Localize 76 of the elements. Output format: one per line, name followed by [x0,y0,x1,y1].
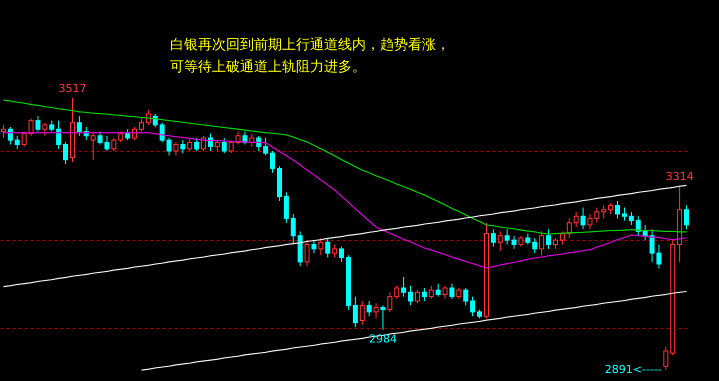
candlestick [187,137,192,152]
candlestick [201,135,206,152]
candlestick [560,230,565,245]
candlestick [422,287,427,302]
candlestick [222,137,227,154]
candlestick [325,237,330,258]
candlestick [504,228,510,245]
candlestick [180,140,186,154]
candlestick [22,130,27,148]
candlestick [318,237,324,256]
candlestick [650,228,655,262]
candlestick [42,122,48,136]
candlestick [414,290,420,304]
candlestick [125,128,130,141]
candlestick [512,235,517,250]
candlestick [311,240,316,254]
candlestick [166,137,172,156]
candlestick [366,300,372,317]
candlestick [587,214,592,230]
candlestick [138,118,144,132]
candlestick [615,200,620,219]
candlestick [352,296,358,328]
candlestick [339,246,344,262]
candlestick [14,135,20,150]
candlestick [525,233,530,245]
candlestick [380,304,386,330]
candlestick [0,124,6,138]
candlestick [118,130,124,143]
candlestick [628,211,634,226]
candlestick [449,283,454,300]
candlestick [28,118,34,136]
candlestick [436,283,441,298]
candlestick [332,244,338,258]
candlestick [498,230,503,252]
candlestick [270,150,276,174]
annotation: 2984 [368,332,397,346]
candlestick [622,207,627,222]
candlestick [518,235,524,248]
candlestick [656,244,662,269]
candlestick [580,207,586,230]
candlestick [546,228,552,250]
candlestick [146,109,151,126]
text: 白银再次回到前期上行通道线内，趋势看涨， [170,37,450,53]
candlestick [228,140,234,154]
candlestick [428,285,434,300]
candlestick [284,192,289,224]
candlestick [456,287,462,300]
candlestick [539,230,544,256]
candlestick [401,276,406,298]
candlestick [552,237,558,250]
candlestick [442,285,448,300]
candlestick [111,137,116,152]
annotation: 2891<----- [604,363,662,376]
candlestick [76,116,82,136]
candlestick [304,240,310,267]
candlestick [408,285,414,306]
candlestick [490,228,496,248]
candlestick [214,140,220,152]
candlestick [663,346,668,371]
candlestick [35,116,40,132]
candlestick [104,135,110,152]
candlestick [90,130,96,160]
candlestick [387,292,392,312]
text: 可等待上破通道上轨阻力进多。 [170,59,366,75]
candlestick [98,130,103,145]
candlestick [374,302,379,319]
candlestick [173,142,178,156]
candlestick [360,300,365,326]
annotation: 3314 [666,170,694,184]
candlestick [532,237,538,254]
candlestick [194,137,200,152]
candlestick [684,204,690,230]
candlestick [594,207,600,224]
candlestick [394,285,400,300]
annotation: 3517 [58,82,86,95]
candlestick [63,142,68,165]
